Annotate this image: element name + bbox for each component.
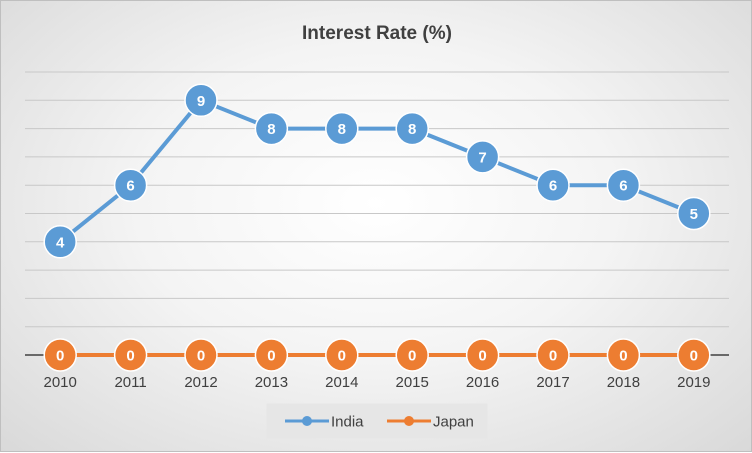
data-point [113,338,148,372]
data-label: 6 [619,178,627,195]
data-point [43,225,77,259]
series-line [58,98,695,244]
data-label: 8 [408,121,416,138]
data-point [113,168,148,202]
data-point [677,196,711,231]
legend-marker [404,416,414,426]
data-point [465,140,500,174]
legend-item-japan: Japan [387,414,474,431]
data-label: 0 [549,348,557,365]
data-label: 8 [267,121,275,138]
x-tick-label: 2014 [325,374,358,391]
data-label: 0 [197,348,205,365]
data-label: 0 [56,348,64,365]
data-point [606,168,641,202]
x-tick-label: 2012 [184,374,217,391]
data-label: 0 [126,348,134,365]
data-point [184,338,218,372]
data-label: 8 [338,121,346,138]
data-point [536,338,570,372]
x-tick-label: 2013 [255,374,288,391]
data-label: 0 [267,348,275,365]
data-point [254,111,289,146]
data-point [606,338,641,372]
data-point [325,111,359,146]
data-label: 0 [478,348,486,365]
data-point [184,83,218,118]
data-point [465,338,500,372]
series-layer: 4 6 9 8 8 8 7 6 6 5 0 0 0 0 0 0 0 0 0 0 [43,83,711,372]
data-label: 9 [197,93,205,110]
series-japan: 0 0 0 0 0 0 0 0 0 0 [43,338,711,372]
series-india: 4 6 9 8 8 8 7 6 6 5 [43,83,711,259]
legend-marker [302,416,312,426]
data-point [254,338,289,372]
x-tick-label: 2018 [607,374,640,391]
data-point [536,168,570,202]
legend-label: Japan [433,414,474,431]
x-tick-label: 2019 [677,374,710,391]
data-label: 4 [56,234,65,251]
data-point [395,111,429,146]
data-label: 0 [408,348,416,365]
legend-label: India [331,414,364,431]
data-label: 6 [549,178,557,195]
x-tick-label: 2010 [44,374,77,391]
data-point [677,338,711,372]
x-tick-label: 2015 [396,374,429,391]
x-tick-label: 2017 [536,374,569,391]
data-label: 0 [619,348,627,365]
data-point [43,338,77,372]
data-label: 7 [478,149,486,166]
x-tick-label: 2011 [114,374,146,391]
data-label: 6 [126,178,134,195]
data-point [395,338,429,372]
data-point [325,338,359,372]
data-label: 5 [690,206,698,223]
data-label: 0 [338,348,346,365]
chart-title: Interest Rate (%) [302,23,452,44]
data-label: 0 [690,348,698,365]
legend: India Japan [266,403,488,439]
legend-item-india: India [285,414,364,431]
x-tick-label: 2016 [466,374,499,391]
